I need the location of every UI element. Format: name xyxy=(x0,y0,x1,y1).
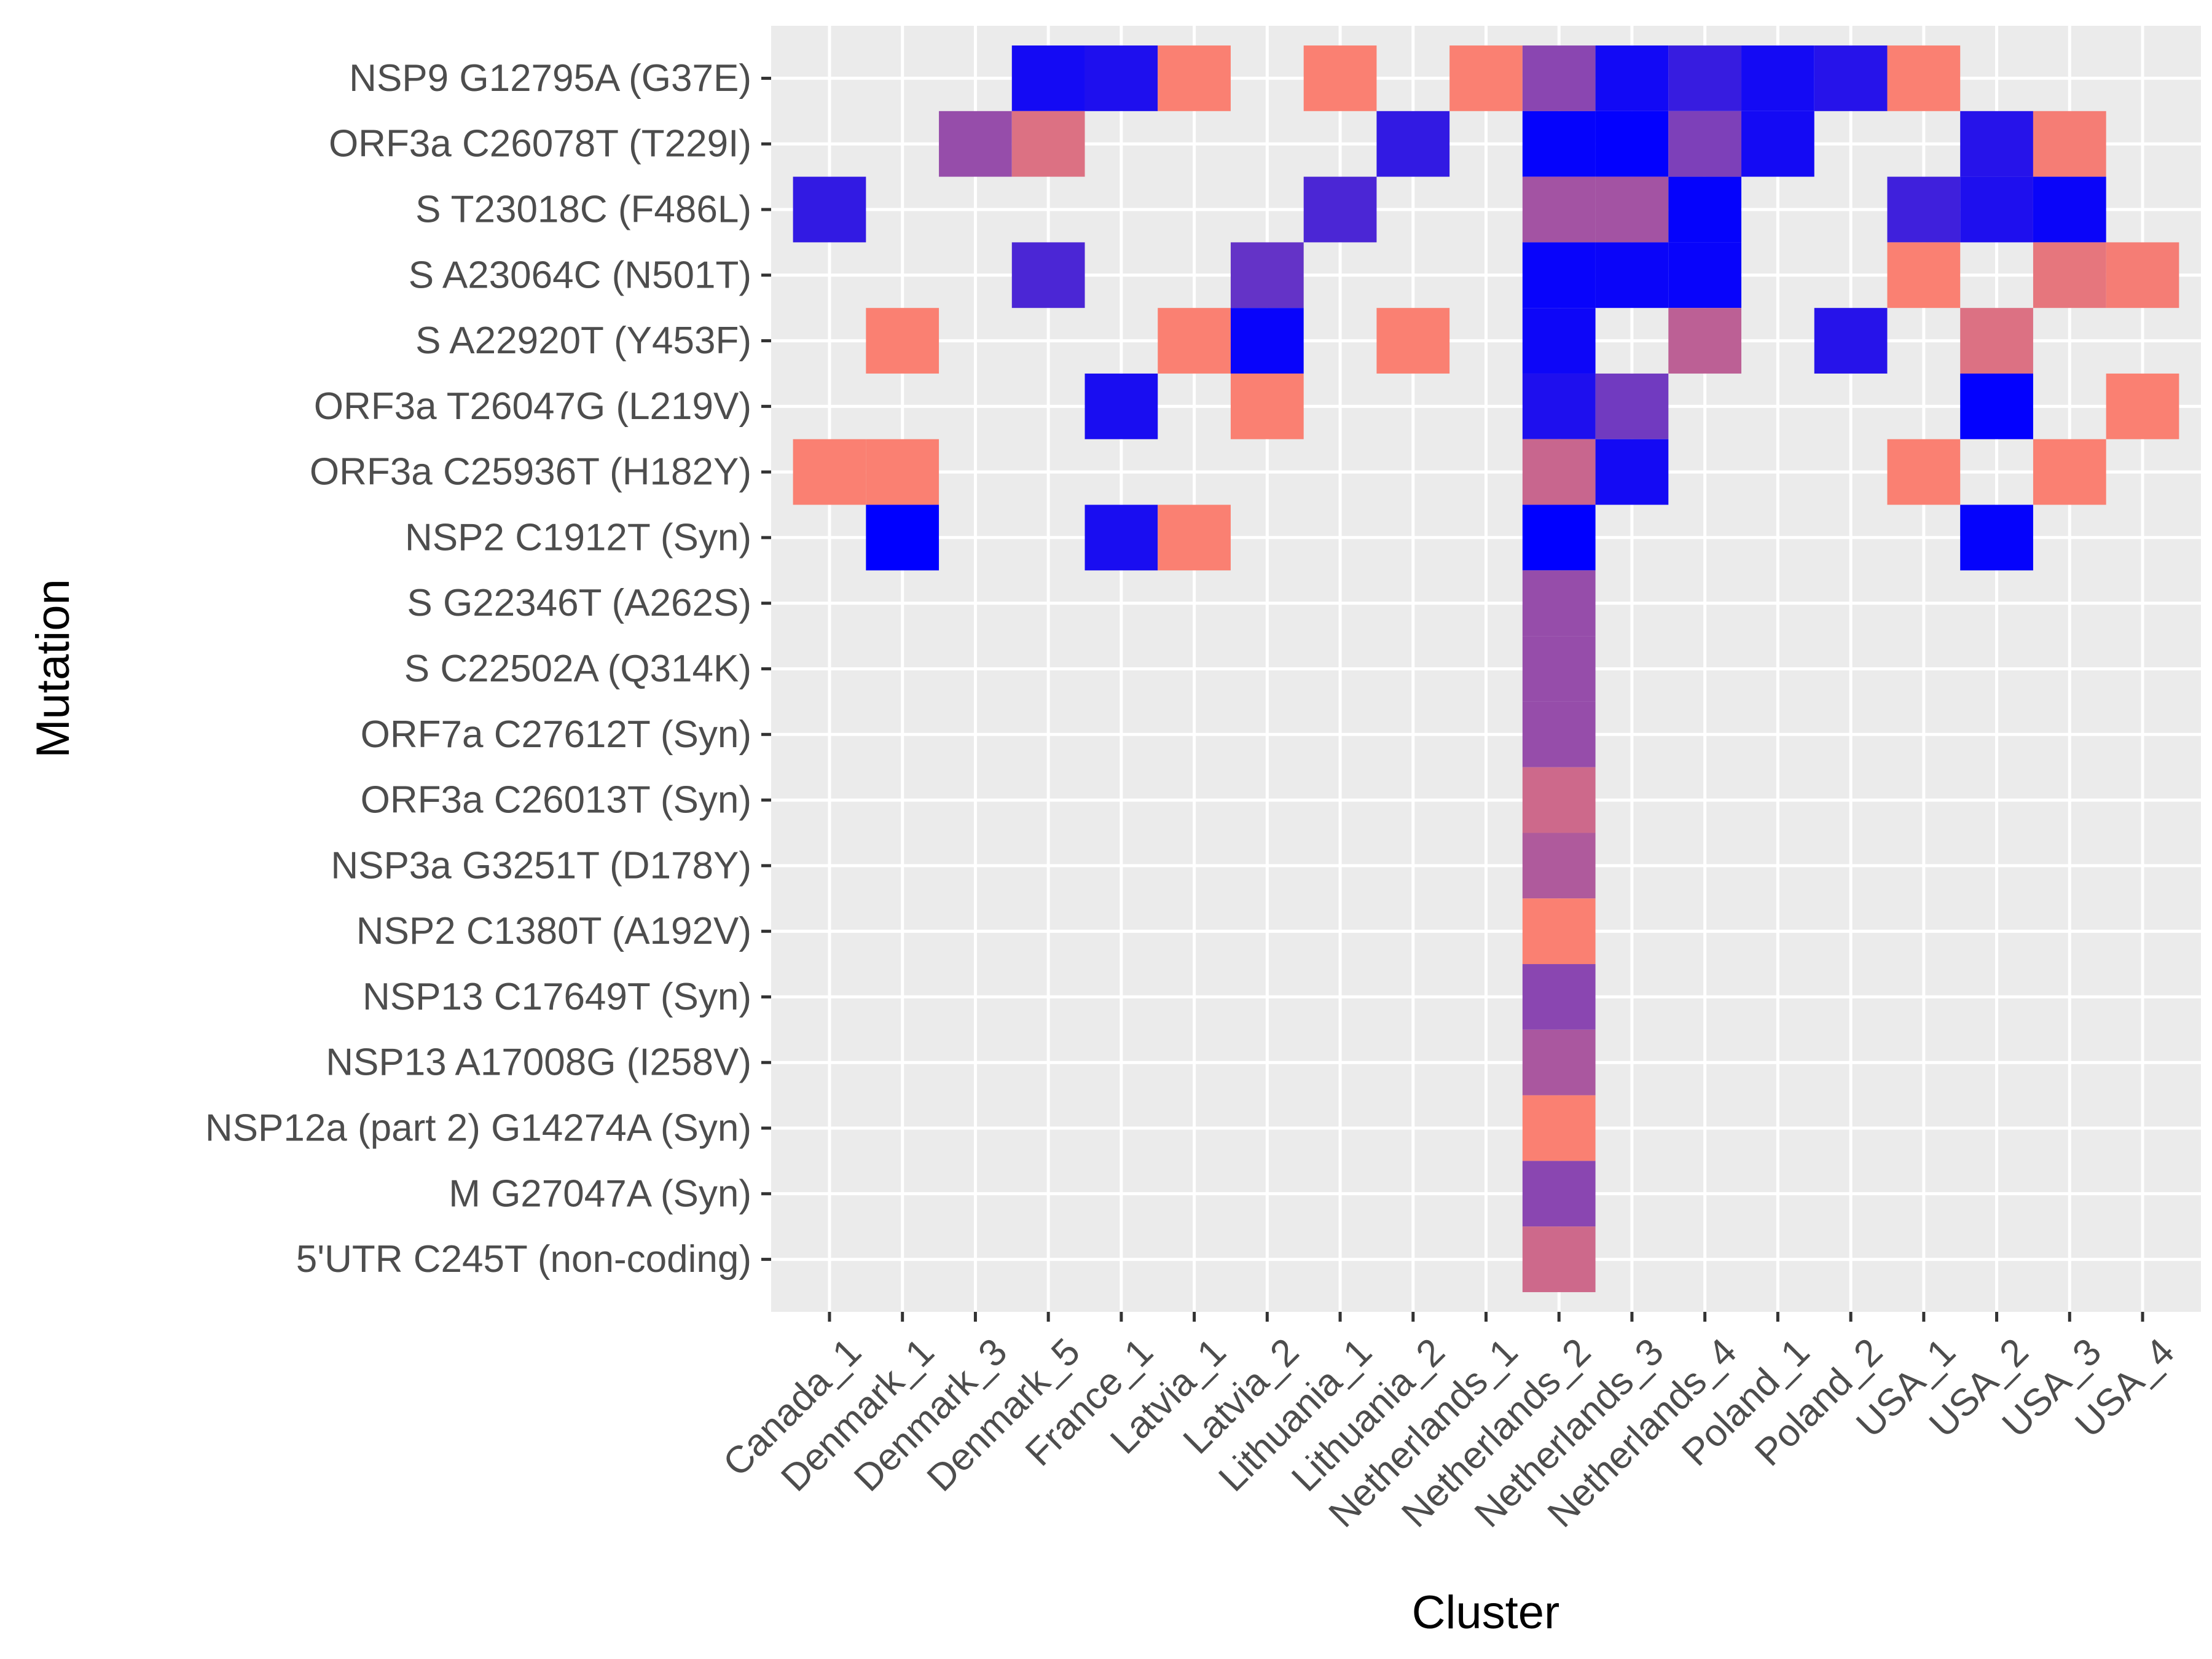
heatmap-cell xyxy=(1814,308,1888,374)
heatmap-cell xyxy=(1522,964,1596,1030)
heatmap-cell xyxy=(1668,308,1742,374)
y-tick-label: ORF3a T26047G (L219V) xyxy=(314,385,751,428)
heatmap-cell xyxy=(1376,308,1450,374)
heatmap-cell xyxy=(1011,45,1085,111)
y-tick-label: S A22920T (Y453F) xyxy=(415,320,751,362)
heatmap-cell xyxy=(1960,111,2033,177)
y-tick-label: NSP13 A17008G (I258V) xyxy=(326,1041,751,1084)
heatmap-cell xyxy=(1960,373,2033,439)
heatmap-cell xyxy=(939,111,1012,177)
heatmap-cell xyxy=(1522,111,1596,177)
heatmap-cell xyxy=(1230,242,1304,308)
heatmap-cell xyxy=(1084,45,1158,111)
heatmap-cell xyxy=(1522,504,1596,571)
x-axis-title: Cluster xyxy=(1412,1586,1560,1639)
heatmap-cell xyxy=(2033,242,2106,308)
y-tick-label: NSP12a (part 2) G14274A (Syn) xyxy=(205,1107,751,1150)
heatmap-cell xyxy=(1522,570,1596,637)
y-axis-title: Mutation xyxy=(27,579,79,758)
heatmap-cell xyxy=(1522,1161,1596,1227)
heatmap-cell xyxy=(1230,373,1304,439)
heatmap-cell xyxy=(1887,242,1961,308)
heatmap-cell xyxy=(1960,504,2033,571)
heatmap-cell xyxy=(1522,1095,1596,1161)
heatmap-cell xyxy=(866,504,939,571)
y-tick-label: ORF3a C26078T (T229I) xyxy=(329,123,751,165)
heatmap-cell xyxy=(1522,45,1596,111)
heatmap-cell xyxy=(1595,176,1669,243)
heatmap-cell xyxy=(1522,439,1596,505)
heatmap-cell xyxy=(793,176,866,243)
heatmap-cell xyxy=(1522,898,1596,965)
heatmap-cell xyxy=(1376,111,1450,177)
heatmap-cell xyxy=(1522,1226,1596,1292)
heatmap-cell xyxy=(866,439,939,505)
heatmap-cell xyxy=(1011,111,1085,177)
y-tick-label: NSP2 C1380T (A192V) xyxy=(356,910,751,952)
heatmap-cell xyxy=(1887,439,1961,505)
heatmap-cell xyxy=(1595,373,1669,439)
heatmap-cell xyxy=(1668,176,1742,243)
heatmap-cell xyxy=(1303,45,1377,111)
heatmap-cell xyxy=(1158,308,1231,374)
y-tick-label: ORF3a C25936T (H182Y) xyxy=(310,451,751,493)
y-tick-label: ORF3a C26013T (Syn) xyxy=(361,779,751,822)
heatmap-cell xyxy=(1814,45,1888,111)
y-tick-label: ORF7a C27612T (Syn) xyxy=(361,713,751,756)
heatmap-cell xyxy=(1158,504,1231,571)
heatmap-cell xyxy=(2033,176,2106,243)
y-tick-label: NSP13 C17649T (Syn) xyxy=(363,976,751,1018)
heatmap-cell xyxy=(1595,439,1669,505)
heatmap-cell xyxy=(1960,308,2033,374)
y-tick-label: 5'UTR C245T (non-coding) xyxy=(296,1238,751,1281)
y-tick-label: NSP9 G12795A (G37E) xyxy=(349,57,751,100)
heatmap-cell xyxy=(1741,111,1814,177)
heatmap-cell xyxy=(1887,45,1961,111)
y-tick-label: NSP2 C1912T (Syn) xyxy=(405,516,751,559)
heatmap-cell xyxy=(1668,45,1742,111)
heatmap-cell xyxy=(1595,111,1669,177)
heatmap-cell xyxy=(2106,242,2179,308)
heatmap-cell xyxy=(1960,176,2033,243)
y-tick-label: S C22502A (Q314K) xyxy=(404,648,751,690)
heatmap-cell xyxy=(1741,45,1814,111)
y-tick-label: M G27047A (Syn) xyxy=(449,1172,751,1215)
y-tick-label: S G22346T (A262S) xyxy=(407,582,751,624)
heatmap-cell xyxy=(1522,701,1596,767)
heatmap-cell xyxy=(1230,308,1304,374)
heatmap-cell xyxy=(1449,45,1523,111)
heatmap-cell xyxy=(2033,439,2106,505)
heatmap-cell xyxy=(1158,45,1231,111)
heatmap-cell xyxy=(1887,176,1961,243)
y-axis: NSP9 G12795A (G37E) ORF3a C26078T (T229I)… xyxy=(205,57,771,1281)
heatmap-cell xyxy=(1522,308,1596,374)
heatmap-cell xyxy=(2033,111,2106,177)
heatmap-cell xyxy=(866,308,939,374)
heatmap-cell xyxy=(1595,45,1669,111)
heatmap-cell xyxy=(1522,242,1596,308)
heatmap-cell xyxy=(1522,636,1596,702)
heatmap-cell xyxy=(1668,242,1742,308)
heatmap-cell xyxy=(1522,373,1596,439)
heatmap-cell xyxy=(1522,767,1596,833)
heatmap-cell xyxy=(793,439,866,505)
x-axis: Canada_1Denmark_1Denmark_3Denmark_5Franc… xyxy=(715,1312,2183,1535)
y-tick-label: S A23064C (N501T) xyxy=(409,254,751,296)
heatmap-cell xyxy=(1084,373,1158,439)
heatmap-cell xyxy=(1595,242,1669,308)
heatmap-cell xyxy=(1303,176,1377,243)
heatmap-cell xyxy=(1668,111,1742,177)
heatmap-cell xyxy=(2106,373,2179,439)
heatmap-cell xyxy=(1522,176,1596,243)
heatmap-cells xyxy=(793,45,2179,1292)
heatmap-cell xyxy=(1011,242,1085,308)
heatmap-cell xyxy=(1522,1029,1596,1096)
y-tick-label: S T23018C (F486L) xyxy=(415,189,751,231)
y-tick-label: NSP3a G3251T (D178Y) xyxy=(331,844,751,887)
heatmap-cell xyxy=(1522,833,1596,899)
heatmap-cell xyxy=(1084,504,1158,571)
